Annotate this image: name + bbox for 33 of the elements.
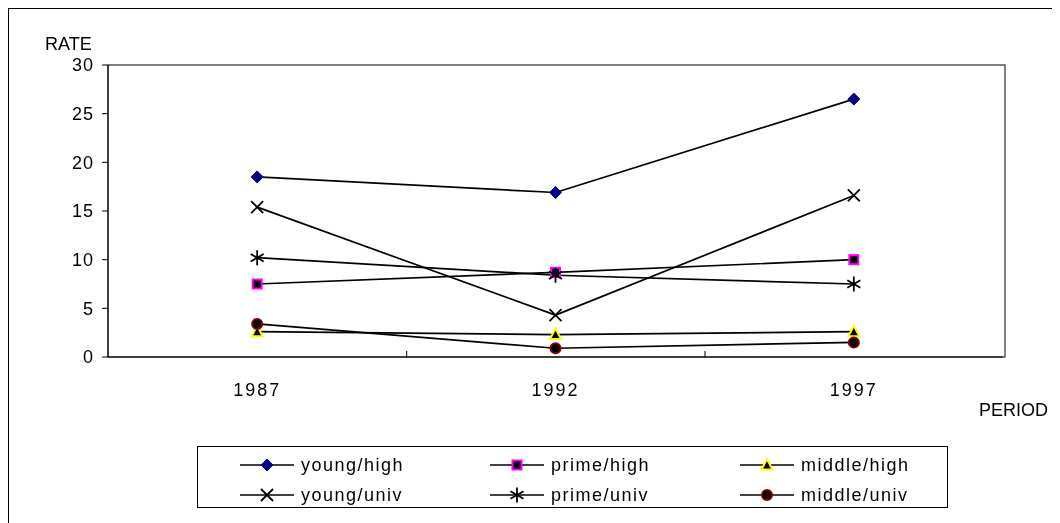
legend-label: young/high xyxy=(301,454,405,476)
y-tick-label: 0 xyxy=(82,347,94,368)
y-tick-label: 25 xyxy=(71,104,94,125)
point xyxy=(848,254,860,266)
y-tick-label: 20 xyxy=(71,152,94,173)
point xyxy=(846,188,861,203)
y-tick-label: 5 xyxy=(82,298,94,319)
point xyxy=(251,278,263,290)
point xyxy=(250,200,265,215)
point xyxy=(549,327,562,341)
point xyxy=(549,342,562,355)
x-tick-label: 1997 xyxy=(829,380,878,400)
point xyxy=(549,186,562,200)
point xyxy=(846,276,861,292)
y-tick-label: 15 xyxy=(71,201,94,222)
x-tick-label: 1987 xyxy=(233,380,282,400)
legend-label: prime/univ xyxy=(551,484,650,506)
y-tick-label: 30 xyxy=(71,55,94,76)
point xyxy=(548,308,563,323)
point xyxy=(250,250,265,266)
legend-label: prime/high xyxy=(551,454,651,476)
y-tick-label: 10 xyxy=(71,250,94,271)
point xyxy=(250,170,264,184)
x-axis-title: PERIOD xyxy=(978,400,1048,420)
point xyxy=(251,317,264,330)
point xyxy=(847,336,860,349)
y-axis-title: RATE xyxy=(45,34,92,54)
legend-label: middle/high xyxy=(801,454,910,476)
x-tick-label: 1992 xyxy=(531,380,580,400)
point xyxy=(847,324,861,338)
legend-label: young/univ xyxy=(301,484,404,506)
legend-label: middle/univ xyxy=(801,484,909,506)
point xyxy=(847,92,861,106)
